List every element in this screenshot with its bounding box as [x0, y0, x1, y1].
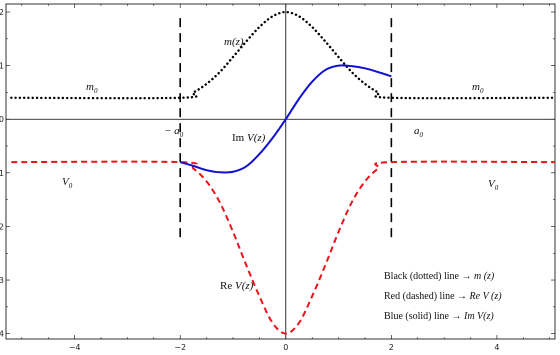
label-m-z: m(z): [224, 36, 244, 48]
series: [10, 10, 557, 335]
series-im-line: [179, 64, 392, 174]
label-m0-right: m0: [472, 81, 484, 95]
x-tick-label: 2: [389, 343, 394, 352]
label-v0-left: V0: [62, 176, 73, 190]
series-m-line: [10, 10, 557, 100]
x-tick-label: −2: [174, 343, 186, 352]
legend-entry-m: Black (dotted) line → m (z): [384, 271, 495, 282]
y-tick-label: 1: [0, 62, 4, 71]
legend-entry-im: Blue (solid) line → Im V(z): [384, 311, 494, 322]
y-tick-label: −2: [0, 222, 4, 231]
label-a0: a0: [414, 125, 424, 139]
series-re-line: [11, 160, 556, 335]
label-re-v: Re V(z): [220, 280, 254, 292]
y-tick-label: −1: [0, 169, 4, 178]
x-tick-label: 0: [283, 343, 288, 352]
plot-frame: [5, 3, 556, 340]
ticks: [6, 4, 555, 339]
legend: Black (dotted) line → m (z) Red (dashed)…: [384, 271, 502, 322]
tick-labels: −4 −2 0 2 4 −4 −3 −2 −1 0 1 2: [0, 8, 499, 352]
x-tick-label: 4: [494, 343, 499, 352]
x-tick-label: −4: [69, 343, 81, 352]
label-m0-left: m0: [86, 81, 98, 95]
y-tick-label: 2: [0, 8, 4, 17]
y-tick-label: −4: [0, 330, 4, 339]
label-im-v: Im V(z): [232, 132, 266, 144]
label-neg-a0: − a0: [164, 125, 184, 139]
y-tick-label: 0: [0, 115, 4, 124]
label-v0-right: V0: [488, 178, 499, 192]
legend-entry-re: Red (dashed) line → Re V (z): [384, 291, 502, 302]
y-tick-label: −3: [0, 276, 4, 285]
boundary-lines: [179, 14, 393, 238]
